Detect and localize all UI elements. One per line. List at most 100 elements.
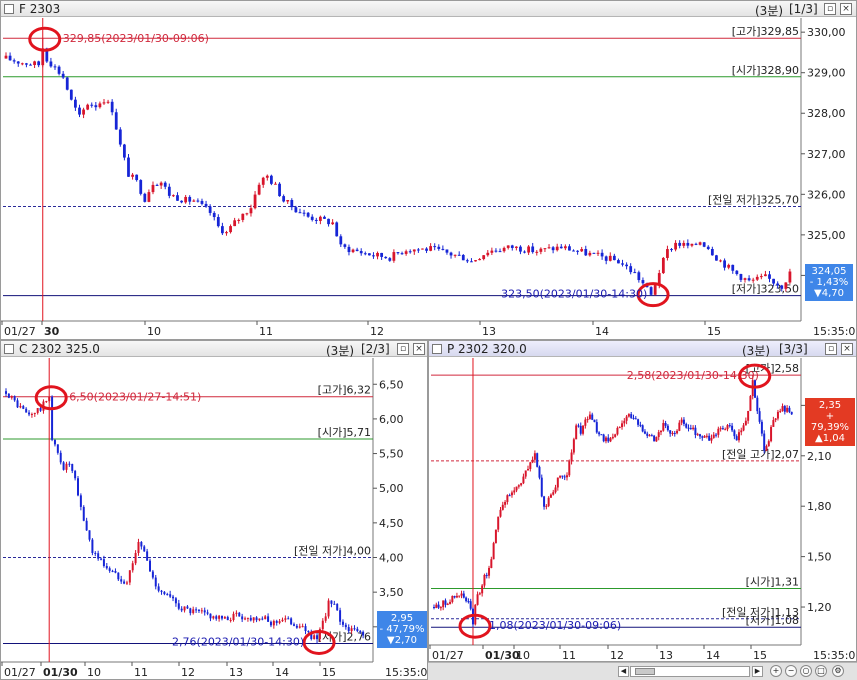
candle-body bbox=[192, 609, 195, 614]
candle-body bbox=[584, 419, 587, 426]
candle-body bbox=[727, 264, 731, 268]
candle-body bbox=[490, 250, 494, 253]
restore-icon[interactable]: ▫ bbox=[397, 343, 409, 355]
panel-titlebar: F 2303 (3분) [1/3] ▫ × bbox=[1, 1, 856, 18]
candle-body bbox=[719, 260, 722, 262]
x-tick-label: 14 bbox=[706, 649, 720, 662]
zoom-out-icon[interactable]: − bbox=[785, 665, 797, 677]
x-tick-label: 01/27 bbox=[432, 649, 464, 662]
chart-plot: 2,402,101,801,501,20[고가]2,58[전일 고가]2,07[… bbox=[429, 358, 856, 662]
candle-body bbox=[433, 246, 437, 248]
candle-body bbox=[494, 250, 498, 252]
restore-icon[interactable]: ▫ bbox=[825, 343, 837, 355]
candle-body bbox=[232, 613, 235, 621]
candle-body bbox=[123, 144, 126, 158]
candle-body bbox=[579, 425, 582, 434]
candle-body bbox=[703, 436, 706, 438]
restore-icon[interactable]: ▫ bbox=[824, 3, 836, 15]
scroll-right-button[interactable]: ▶ bbox=[752, 666, 763, 677]
candle-body bbox=[772, 278, 775, 284]
candle-body bbox=[125, 582, 128, 584]
settings-icon[interactable]: ⚙ bbox=[832, 665, 844, 677]
price-badge: 2,35 + 79,39% ▲1,04 bbox=[805, 398, 855, 446]
candle-body bbox=[715, 255, 718, 261]
scrollbar-thumb[interactable] bbox=[635, 668, 655, 675]
panel-title: P 2302 320.0 bbox=[447, 342, 527, 356]
candle-body bbox=[514, 246, 518, 248]
candle-body bbox=[30, 414, 33, 416]
candle-body bbox=[451, 596, 454, 602]
candle-body bbox=[768, 274, 771, 279]
candle-body bbox=[604, 437, 607, 442]
candle-body bbox=[666, 249, 669, 258]
candle-body bbox=[261, 618, 264, 620]
candle-body bbox=[458, 595, 461, 597]
page-indicator: [2/3] bbox=[361, 342, 390, 356]
candle-body bbox=[151, 184, 155, 193]
candle-body bbox=[7, 393, 10, 398]
candle-body bbox=[506, 495, 509, 502]
candle-body bbox=[223, 616, 226, 619]
zoom-in-icon[interactable]: + bbox=[770, 665, 782, 677]
candle-body bbox=[698, 242, 702, 245]
y-tick-label: 329,00 bbox=[807, 67, 846, 80]
candle-body bbox=[78, 107, 81, 115]
candle-body bbox=[543, 248, 547, 250]
candle-body bbox=[359, 631, 362, 633]
low-marker-circle bbox=[302, 629, 336, 655]
candle-body bbox=[565, 475, 568, 478]
candle-body bbox=[623, 420, 626, 424]
page-indicator: [1/3] bbox=[789, 2, 818, 16]
zoom-reset-icon[interactable]: ○ bbox=[800, 665, 812, 677]
candle-body bbox=[474, 260, 477, 262]
close-icon[interactable]: × bbox=[413, 343, 425, 355]
candle-body bbox=[751, 279, 755, 281]
candle-body bbox=[41, 48, 45, 66]
x-tick-label: 11 bbox=[259, 325, 273, 338]
candle-body bbox=[604, 256, 608, 261]
candle-body bbox=[719, 428, 722, 430]
select-checkbox[interactable] bbox=[4, 344, 14, 354]
low-note: 2,76(2023/01/30-14:30) bbox=[172, 635, 304, 648]
candle-body bbox=[437, 246, 441, 249]
select-checkbox[interactable] bbox=[432, 344, 442, 354]
candle-body bbox=[272, 620, 275, 626]
candle-body bbox=[367, 253, 371, 256]
candle-body bbox=[282, 196, 286, 202]
y-tick-label: 327,00 bbox=[807, 148, 846, 161]
candle-body bbox=[790, 411, 793, 415]
candle-body bbox=[238, 612, 241, 617]
zoom-fit-icon[interactable]: □ bbox=[815, 665, 827, 677]
close-icon[interactable]: × bbox=[841, 343, 853, 355]
candle-body bbox=[229, 226, 232, 233]
x-tick-label: 01/27 bbox=[4, 666, 36, 679]
select-checkbox[interactable] bbox=[4, 4, 14, 14]
candle-body bbox=[739, 274, 743, 280]
candle-body bbox=[742, 425, 745, 431]
candle-body bbox=[189, 608, 192, 614]
candle-body bbox=[396, 252, 400, 254]
panel-title: F 2303 bbox=[19, 2, 61, 16]
scrollbar[interactable] bbox=[630, 666, 750, 677]
candle-body bbox=[51, 396, 54, 440]
candle-body bbox=[356, 628, 359, 632]
candle-body bbox=[74, 99, 77, 108]
y-tick-label: 5,00 bbox=[379, 482, 404, 495]
reference-line-label: [전일 고가]2,07 bbox=[722, 447, 799, 461]
scroll-left-button[interactable]: ◀ bbox=[618, 666, 629, 677]
low-marker-circle bbox=[636, 282, 670, 308]
close-icon[interactable]: × bbox=[840, 3, 852, 15]
candle-body bbox=[733, 430, 736, 437]
reference-line-label: [저가]2,76 bbox=[318, 630, 371, 643]
x-tick-label: 15 bbox=[753, 649, 767, 662]
candle-body bbox=[504, 501, 507, 505]
candle-body bbox=[653, 435, 656, 442]
candle-body bbox=[200, 200, 204, 204]
candle-body bbox=[347, 246, 351, 253]
candle-body bbox=[149, 560, 151, 572]
candle-body bbox=[221, 615, 223, 619]
candle-body bbox=[701, 436, 704, 438]
candle-body bbox=[155, 184, 159, 186]
candle-body bbox=[226, 616, 229, 621]
candle-body bbox=[580, 249, 584, 252]
